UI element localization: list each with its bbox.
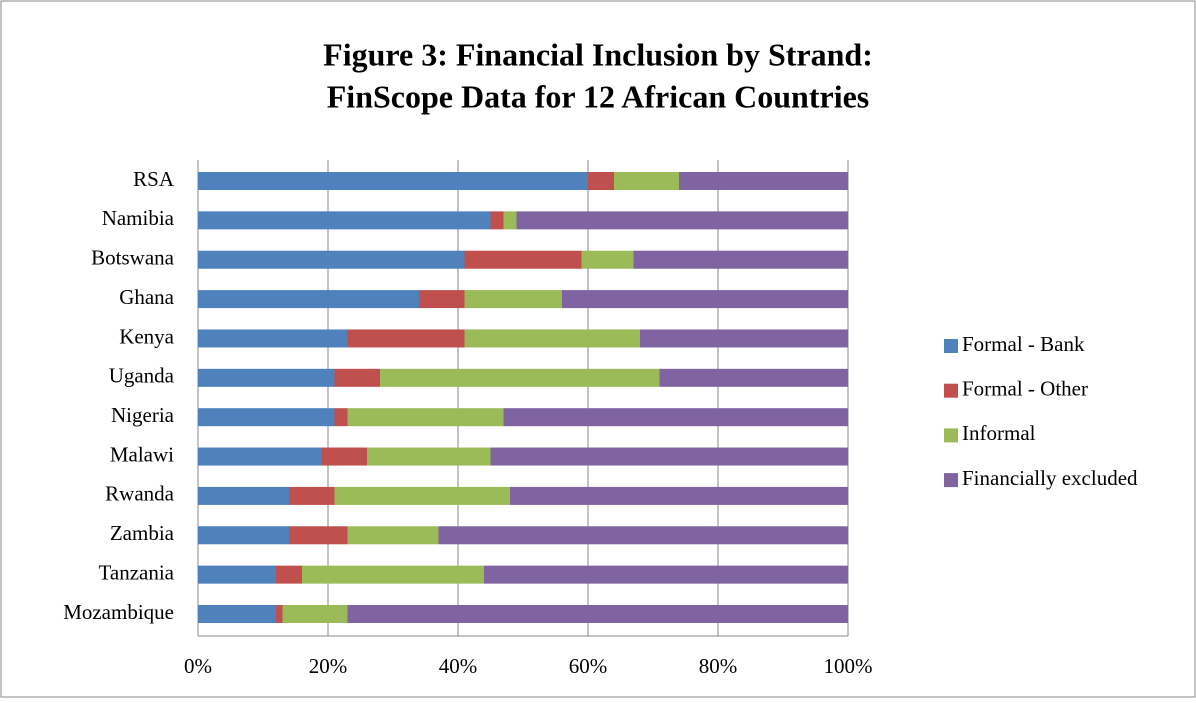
y-tick-label: Rwanda <box>105 482 174 506</box>
bar-segment <box>484 565 848 584</box>
bar-segment <box>289 526 348 545</box>
bar-segment <box>464 290 562 309</box>
bar-segment <box>562 290 848 309</box>
y-tick-label: Namibia <box>102 206 175 230</box>
legend-label: Financially excluded <box>962 466 1138 490</box>
legend-swatch <box>944 383 958 398</box>
x-tick-label: 80% <box>699 654 738 678</box>
chart-title: FinScope Data for 12 African Countries <box>327 78 869 114</box>
x-tick-label: 40% <box>439 654 478 678</box>
bar-segment <box>282 605 348 623</box>
y-tick-label: Ghana <box>119 285 174 309</box>
bar-segment <box>334 486 510 505</box>
bar-segment <box>490 211 504 230</box>
bar-segment <box>198 290 419 309</box>
bar-segment <box>490 447 848 466</box>
bar-segment <box>334 408 348 427</box>
legend-label: Informal <box>962 421 1036 445</box>
bar-segment <box>503 211 517 230</box>
x-tick-label: 0% <box>184 654 212 678</box>
chart-title: Figure 3: Financial Inclusion by Strand: <box>323 36 873 72</box>
y-tick-label: Botswana <box>91 246 175 270</box>
bar-segment <box>198 605 276 623</box>
y-tick-label: Mozambique <box>63 600 174 624</box>
y-tick-label: Malawi <box>110 442 174 466</box>
bar-segment <box>198 565 276 584</box>
x-tick-label: 100% <box>824 654 873 678</box>
bar-segment <box>321 447 367 466</box>
bar-segment <box>516 211 848 230</box>
y-tick-label: Uganda <box>109 364 175 388</box>
bar-segment <box>640 329 848 348</box>
bar-segment <box>347 605 848 623</box>
legend-label: Formal - Bank <box>962 332 1085 356</box>
bar-segment <box>380 368 660 387</box>
bar-segment <box>633 250 848 269</box>
bar-segment <box>347 329 465 348</box>
bar-segment <box>198 447 322 466</box>
bar-segment <box>347 408 504 427</box>
bar-segment <box>503 408 848 427</box>
bar-segment <box>334 368 380 387</box>
bar-segment <box>276 605 283 623</box>
bar-segment <box>198 250 465 269</box>
bar-segment <box>198 172 588 190</box>
bar-segment <box>289 486 335 505</box>
bar-segment <box>659 368 848 387</box>
bar-segment <box>419 290 465 309</box>
bar-segment <box>679 172 848 190</box>
bar-segment <box>198 486 289 505</box>
bar-segment <box>347 526 439 545</box>
legend-swatch <box>944 339 958 353</box>
bar-segment <box>302 565 484 584</box>
bar-segment <box>198 526 289 545</box>
bar-segment <box>198 211 491 230</box>
y-tick-label: Nigeria <box>111 403 175 427</box>
bar-segment <box>464 250 582 269</box>
y-tick-label: Kenya <box>119 324 174 348</box>
bar-segment <box>276 565 302 584</box>
bar-segment <box>198 368 335 387</box>
bar-segment <box>581 250 634 269</box>
bar-segment <box>614 172 679 190</box>
bar-segment <box>198 329 348 348</box>
x-tick-label: 60% <box>569 654 608 678</box>
y-tick-label: Tanzania <box>99 560 175 584</box>
bar-segment <box>588 172 614 190</box>
x-tick-label: 20% <box>309 654 348 678</box>
bar-segment <box>198 408 335 427</box>
y-tick-label: RSA <box>133 167 175 191</box>
legend-swatch <box>944 428 958 443</box>
bar-segment <box>464 329 640 348</box>
legend-swatch <box>944 473 958 488</box>
bar-segment <box>438 526 848 545</box>
legend-label: Formal - Other <box>962 377 1088 401</box>
bar-segment <box>510 486 848 505</box>
bar-segment <box>367 447 491 466</box>
y-tick-label: Zambia <box>110 521 175 545</box>
